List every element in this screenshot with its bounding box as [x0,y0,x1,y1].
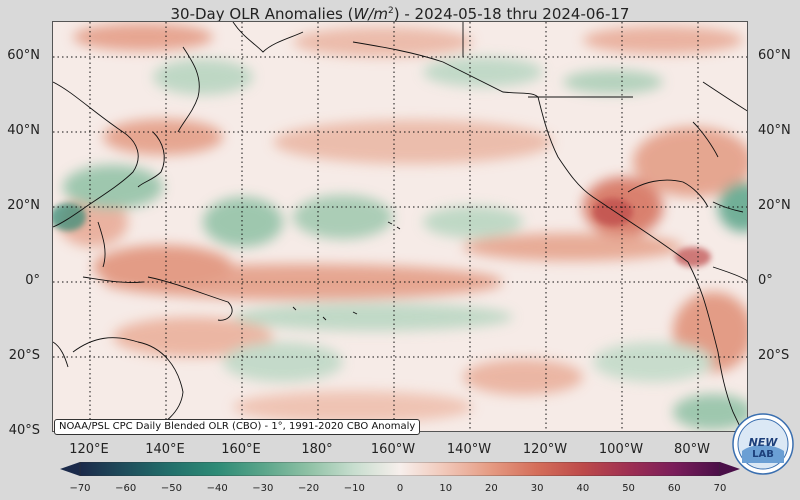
graticule [53,22,747,431]
colorbar-gradient [79,462,721,476]
colorbar-tick-label: −70 [69,483,91,494]
colorbar-tick-label: 0 [396,483,404,494]
colorbar-tick-label: 20 [485,483,498,494]
olr-anomaly-map [52,21,748,432]
colorbar-tick-label: −50 [160,483,182,494]
svg-text:NEW: NEW [749,436,779,449]
lon-label: 160°E [221,442,261,457]
colorbar-tick-label: 40 [576,483,590,494]
colorbar-tick-label: −20 [298,483,320,494]
lon-label: 120°W [522,442,568,457]
lat-label-left: 40°N [7,123,40,138]
svg-text:LAB: LAB [752,449,774,460]
map-title: 30-Day OLR Anomalies (W/m2) - 2024-05-18… [170,5,630,23]
lon-label: 160°W [370,442,416,457]
colorbar-tick-label: 60 [667,483,681,494]
lat-label-right: 20°N [758,198,791,213]
lat-label-left: 40°S [8,423,40,438]
lon-label: 180° [301,442,333,457]
colorbar-tick-label: 50 [622,483,635,494]
colorbar-tick-label: −30 [252,483,274,494]
colorbar-tick-label: −10 [343,483,365,494]
map-canvas [53,22,747,431]
lat-label-right: 40°N [758,123,791,138]
lat-label-left: 20°S [8,348,40,363]
colorbar-tick-label: 10 [439,483,453,494]
colorbar [60,462,740,476]
colorbar-max-arrow [720,462,740,476]
colorbar-tick-label: 30 [530,483,544,494]
lon-label: 140°W [446,442,492,457]
coastlines [53,22,747,431]
lat-label-left: 0° [25,273,40,288]
lat-label-left: 20°N [7,198,40,213]
lon-label: 120°E [69,442,109,457]
colorbar-tick-label: −40 [206,483,228,494]
lat-label-left: 60°N [7,48,40,63]
lat-label-right: 60°N [758,48,791,63]
lat-label-right: 0° [758,273,773,288]
colorbar-tick-label: 70 [713,483,727,494]
colorbar-min-arrow [60,462,80,476]
lon-label: 140°E [145,442,185,457]
data-source-credit: NOAA/PSL CPC Daily Blended OLR (CBO) - 1… [54,419,421,435]
lon-label: 100°W [598,442,644,457]
lon-label: 80°W [674,442,710,457]
colorbar-tick-label: −60 [115,483,137,494]
lat-label-right: 20°S [758,348,790,363]
noaa-logo: NEW LAB [732,413,794,475]
